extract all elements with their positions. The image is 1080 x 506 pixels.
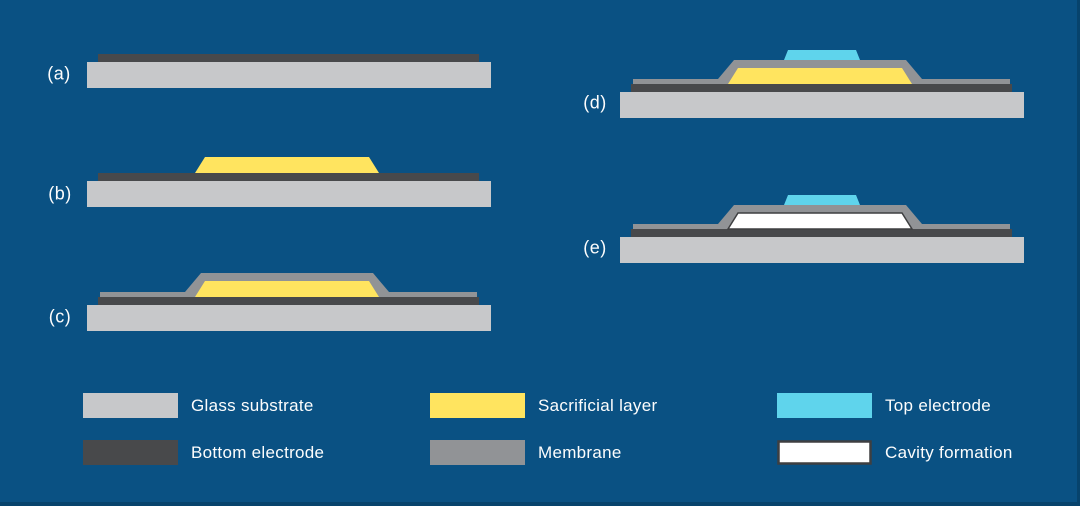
bottom-electrode-layer	[98, 54, 479, 62]
sacrificial-layer-shape	[195, 157, 379, 173]
top-electrode-shape	[784, 195, 860, 205]
legend-label-glass-substrate: Glass substrate	[191, 395, 314, 415]
legend-item-bottom-electrode: Bottom electrode	[83, 440, 324, 465]
panel-b-cross-section	[87, 157, 491, 207]
panel-c-cross-section	[87, 273, 491, 331]
top-electrode-swatch	[777, 393, 872, 418]
legend-label-cavity-formation: Cavity formation	[885, 442, 1013, 462]
panel-label-d: (d)	[583, 92, 607, 113]
legend-item-top-electrode: Top electrode	[777, 393, 991, 418]
swatch-rect	[430, 440, 525, 465]
swatch-rect	[83, 393, 178, 418]
cavity-shape	[726, 212, 914, 230]
legend-label-bottom-electrode: Bottom electrode	[191, 442, 325, 462]
legend-label-top-electrode: Top electrode	[885, 395, 991, 415]
legend-item-sacrificial-layer: Sacrificial layer	[430, 393, 657, 418]
glass-substrate-layer	[620, 92, 1024, 118]
panel-d-cross-section	[620, 50, 1024, 118]
legend-item-membrane: Membrane	[430, 440, 622, 465]
panel-label-c: (c)	[48, 306, 72, 327]
swatch-rect	[777, 393, 872, 418]
cavity-formation-swatch	[777, 440, 872, 465]
glass-substrate-layer	[87, 181, 491, 207]
membrane-swatch	[430, 440, 525, 465]
bottom-electrode-layer	[98, 297, 479, 305]
legend-label-sacrificial-layer: Sacrificial layer	[538, 395, 658, 415]
legend-item-cavity-formation: Cavity formation	[777, 440, 1013, 465]
top-electrode-shape	[784, 50, 860, 60]
glass-substrate-layer	[87, 62, 491, 88]
bottom-electrode-swatch	[83, 440, 178, 465]
panel-label-e: (e)	[583, 237, 607, 258]
legend-item-glass-substrate: Glass substrate	[83, 393, 314, 418]
panel-a-cross-section	[87, 54, 491, 88]
bottom-electrode-layer	[631, 84, 1012, 92]
glass-substrate-layer	[620, 237, 1024, 263]
glass-substrate-swatch	[83, 393, 178, 418]
swatch-rect	[430, 393, 525, 418]
legend-label-membrane: Membrane	[538, 442, 622, 462]
swatch-rect	[777, 440, 872, 465]
sacrificial-layer-swatch	[430, 393, 525, 418]
glass-substrate-layer	[87, 305, 491, 331]
sacrificial-layer-shape	[728, 68, 912, 84]
swatch-rect	[83, 440, 178, 465]
panel-label-b: (b)	[48, 183, 72, 204]
panel-label-a: (a)	[47, 63, 71, 84]
sacrificial-layer-shape	[195, 281, 379, 297]
bottom-electrode-layer	[98, 173, 479, 181]
panel-e-cross-section	[620, 195, 1024, 263]
bottom-electrode-layer	[631, 229, 1012, 237]
